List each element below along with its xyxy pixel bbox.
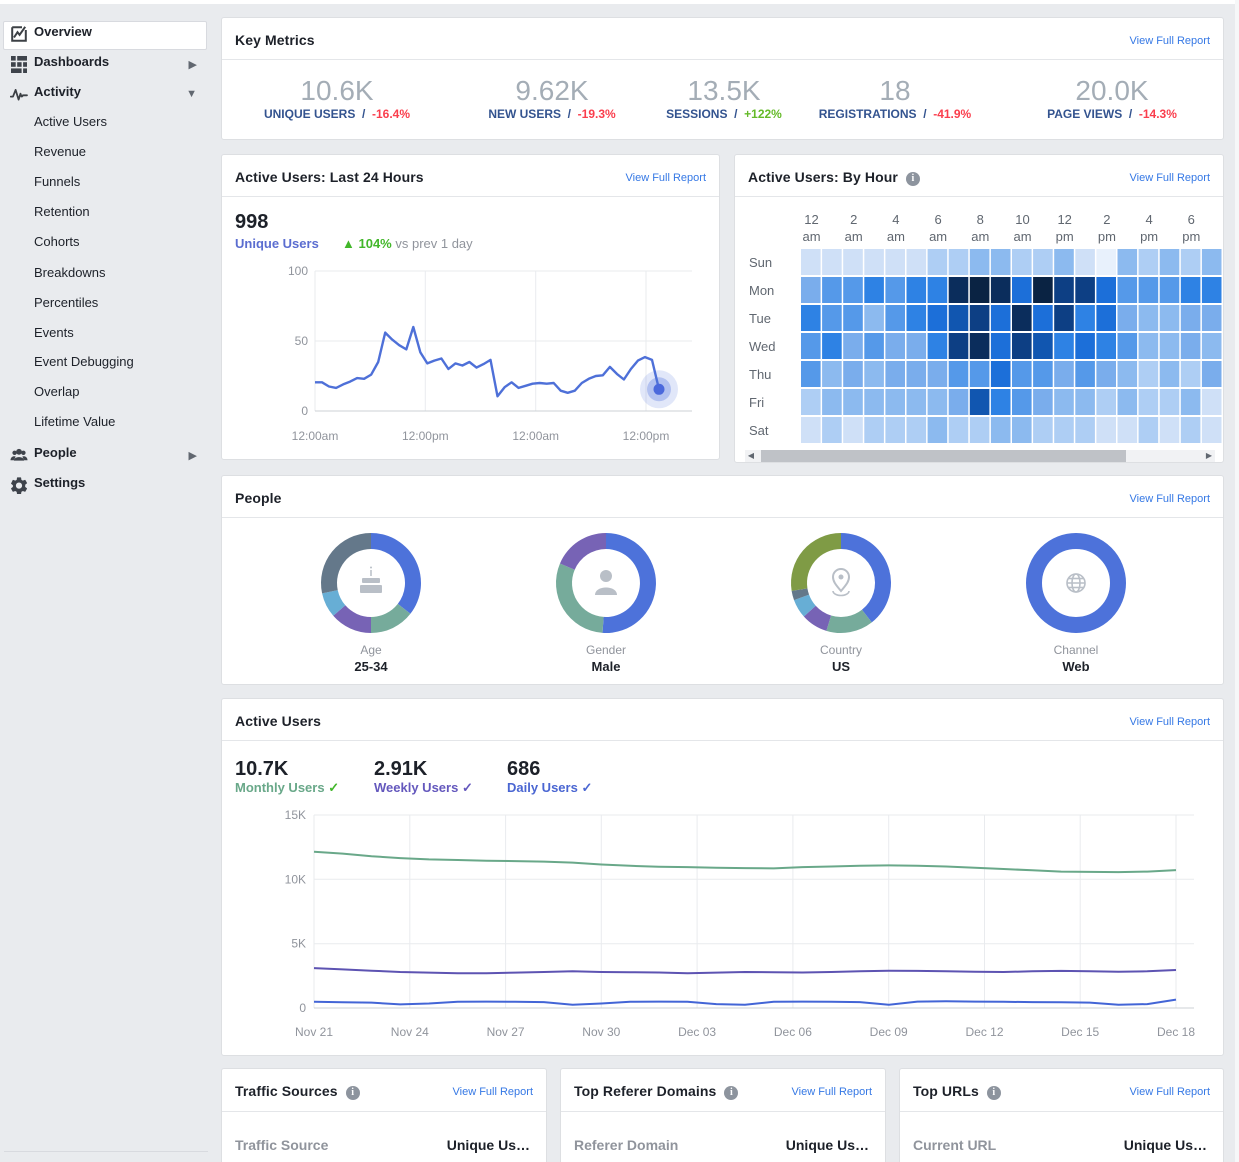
svg-text:am: am (1013, 229, 1031, 244)
svg-text:4: 4 (892, 212, 899, 227)
svg-text:pm: pm (1098, 229, 1116, 244)
svg-text:am: am (971, 229, 989, 244)
svg-text:Sat: Sat (749, 423, 769, 438)
svg-text:Tue: Tue (749, 311, 771, 326)
svg-text:10: 10 (1015, 212, 1029, 227)
svg-text:12: 12 (804, 212, 818, 227)
svg-text:Dec 15: Dec 15 (1061, 1025, 1099, 1039)
svg-text:Age: Age (360, 643, 382, 657)
svg-text:2: 2 (1103, 212, 1110, 227)
svg-text:am: am (887, 229, 905, 244)
svg-text:pm: pm (1056, 229, 1074, 244)
svg-text:pm: pm (1140, 229, 1158, 244)
svg-text:Thu: Thu (749, 367, 771, 382)
svg-text:Mon: Mon (749, 283, 774, 298)
svg-text:Dec 09: Dec 09 (870, 1025, 908, 1039)
svg-text:100: 100 (288, 264, 308, 278)
svg-text:12:00pm: 12:00pm (623, 429, 670, 443)
svg-text:10K: 10K (285, 872, 306, 886)
svg-text:8: 8 (977, 212, 984, 227)
svg-text:am: am (929, 229, 947, 244)
svg-text:US: US (832, 659, 850, 674)
svg-text:2: 2 (850, 212, 857, 227)
svg-text:Male: Male (592, 659, 621, 674)
svg-text:Fri: Fri (749, 395, 764, 410)
svg-text:Web: Web (1062, 659, 1089, 674)
svg-text:Nov 27: Nov 27 (487, 1025, 525, 1039)
svg-text:12:00am: 12:00am (512, 429, 559, 443)
svg-text:am: am (802, 229, 820, 244)
svg-text:0: 0 (299, 1001, 306, 1015)
svg-text:12: 12 (1057, 212, 1071, 227)
svg-text:12:00pm: 12:00pm (402, 429, 449, 443)
svg-text:6: 6 (934, 212, 941, 227)
svg-text:12:00am: 12:00am (292, 429, 339, 443)
svg-text:0: 0 (301, 404, 308, 418)
svg-text:pm: pm (1182, 229, 1200, 244)
svg-text:15K: 15K (285, 808, 306, 822)
svg-text:Dec 06: Dec 06 (774, 1025, 812, 1039)
svg-text:Gender: Gender (586, 643, 626, 657)
svg-text:Nov 21: Nov 21 (295, 1025, 333, 1039)
svg-text:Dec 18: Dec 18 (1157, 1025, 1195, 1039)
svg-text:Dec 12: Dec 12 (965, 1025, 1003, 1039)
svg-text:Channel: Channel (1054, 643, 1099, 657)
svg-text:Wed: Wed (749, 339, 776, 354)
svg-text:Sun: Sun (749, 255, 772, 270)
svg-text:6: 6 (1188, 212, 1195, 227)
svg-text:4: 4 (1145, 212, 1152, 227)
svg-text:50: 50 (295, 334, 309, 348)
svg-text:Nov 30: Nov 30 (582, 1025, 620, 1039)
svg-text:Nov 24: Nov 24 (391, 1025, 429, 1039)
svg-text:25-34: 25-34 (354, 659, 388, 674)
svg-text:am: am (845, 229, 863, 244)
svg-text:Dec 03: Dec 03 (678, 1025, 716, 1039)
svg-text:5K: 5K (291, 937, 306, 951)
svg-text:Country: Country (820, 643, 862, 657)
